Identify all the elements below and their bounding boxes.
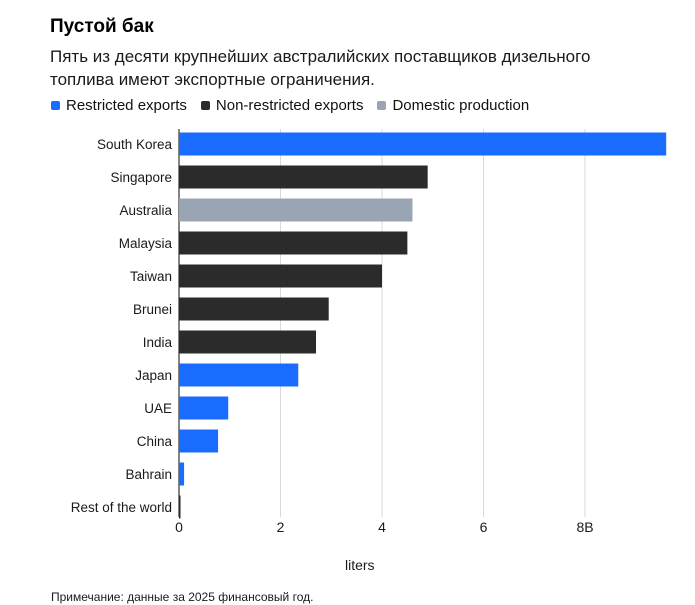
footnote: Примечание: данные за 2025 финансовый го… bbox=[51, 590, 314, 604]
bars bbox=[179, 132, 667, 519]
legend: Restricted exports Non-restricted export… bbox=[51, 97, 543, 114]
category-label: South Korea bbox=[97, 137, 173, 152]
bar-south-korea bbox=[179, 132, 667, 156]
legend-label-domestic: Domestic production bbox=[392, 97, 530, 114]
bar-uae bbox=[179, 396, 229, 420]
legend-item-restricted: Restricted exports bbox=[51, 97, 187, 114]
category-label: China bbox=[137, 434, 173, 449]
chart-title: Пустой бак bbox=[50, 16, 154, 37]
bar-rest-of-the-world bbox=[179, 495, 181, 519]
bar-taiwan bbox=[179, 264, 382, 288]
legend-swatch-restricted bbox=[51, 101, 60, 110]
bar-japan bbox=[179, 363, 299, 387]
bar-singapore bbox=[179, 165, 428, 189]
legend-swatch-domestic bbox=[377, 101, 387, 110]
chart-subtitle: Пять из десяти крупнейших австралийских … bbox=[50, 47, 591, 89]
x-tick-label: 6 bbox=[480, 519, 488, 535]
bar-chart: South Korea Singapore Australia Malaysia Tai… bbox=[71, 129, 667, 535]
x-axis-label: liters bbox=[345, 557, 375, 573]
x-tick-label: 8B bbox=[576, 519, 593, 535]
legend-swatch-non-restricted bbox=[200, 101, 210, 110]
category-label: India bbox=[143, 335, 173, 350]
category-label: Australia bbox=[119, 203, 172, 218]
category-label: Taiwan bbox=[130, 269, 172, 284]
category-labels: South Korea Singapore Australia Malaysia Tai… bbox=[71, 137, 173, 515]
legend-item-domestic: Domestic production bbox=[377, 97, 529, 114]
category-label: Rest of the world bbox=[71, 500, 172, 515]
legend-item-non-restricted: Non-restricted exports bbox=[200, 97, 364, 114]
bar-brunei bbox=[179, 297, 329, 321]
legend-label-restricted: Restricted exports bbox=[66, 97, 187, 114]
legend-label-non-restricted: Non-restricted exports bbox=[215, 97, 364, 114]
category-label: Bahrain bbox=[125, 467, 172, 482]
x-tick-label: 0 bbox=[175, 519, 183, 535]
x-tick-label: 4 bbox=[378, 519, 386, 535]
bar-australia bbox=[179, 198, 413, 222]
category-label: Malaysia bbox=[119, 236, 173, 251]
category-label: Brunei bbox=[133, 302, 172, 317]
bar-india bbox=[179, 330, 317, 354]
category-label: Japan bbox=[135, 368, 172, 383]
bar-bahrain bbox=[179, 462, 185, 486]
bar-china bbox=[179, 429, 219, 453]
bar-malaysia bbox=[179, 231, 408, 255]
x-tick-label: 2 bbox=[277, 519, 285, 535]
category-label: Singapore bbox=[110, 170, 172, 185]
x-tick-labels: 0 2 4 6 8B bbox=[175, 519, 593, 535]
category-label: UAE bbox=[144, 401, 172, 416]
